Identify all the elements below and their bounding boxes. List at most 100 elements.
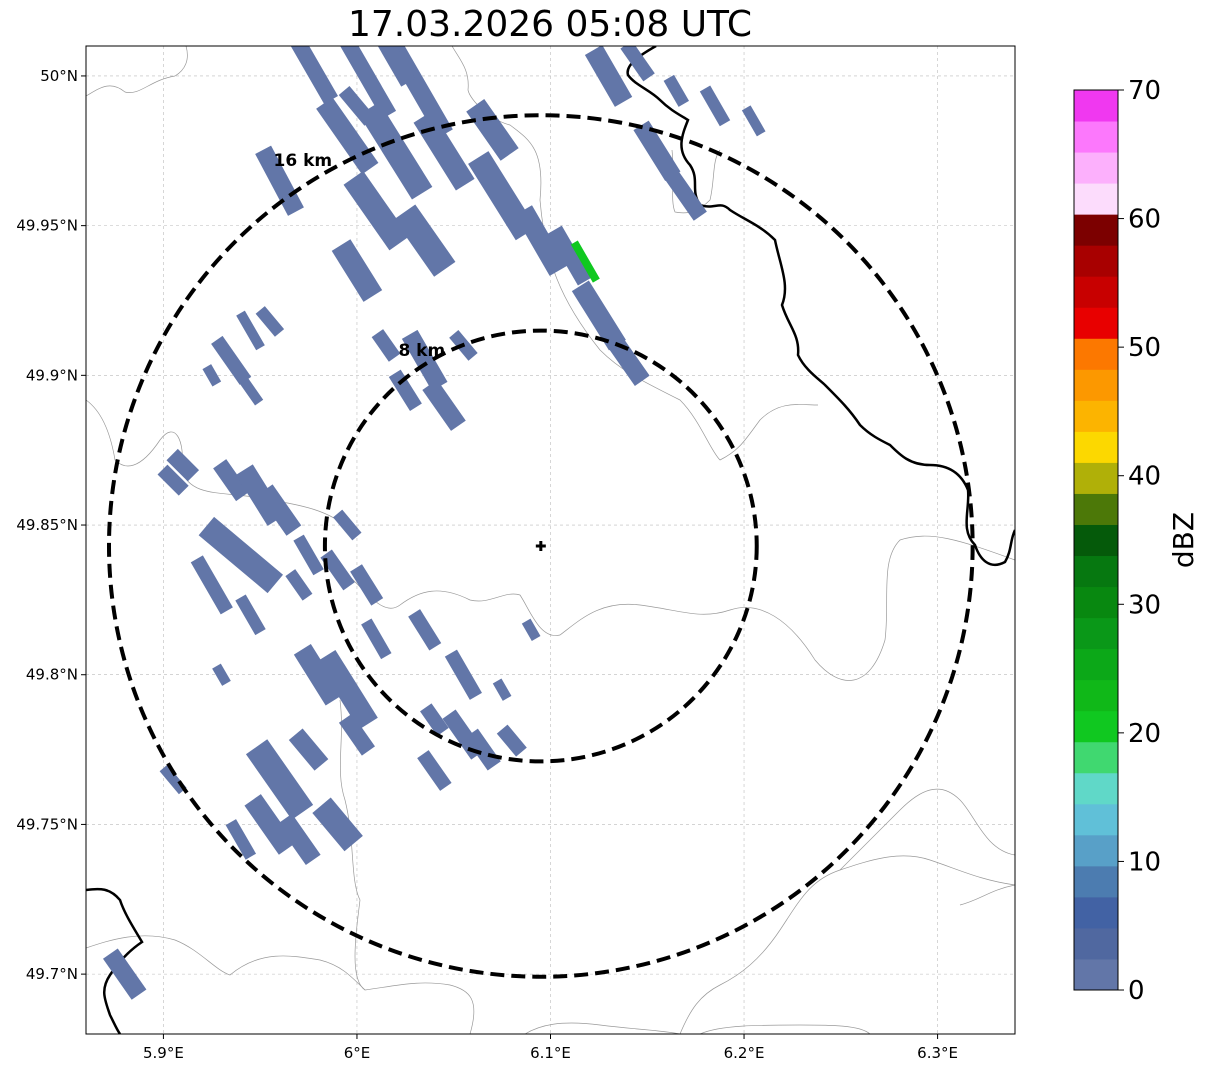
colorbar-segment xyxy=(1074,400,1118,432)
echo-cell xyxy=(376,46,416,87)
echo-cell xyxy=(444,649,482,700)
colorbar-segment xyxy=(1074,431,1118,463)
colorbar-tick-label: 30 xyxy=(1128,590,1161,620)
colorbar-segment xyxy=(1074,586,1118,619)
colorbar-segment xyxy=(1074,927,1118,960)
echo-cell xyxy=(102,948,147,1000)
echo-cell xyxy=(741,105,766,137)
echo-cell xyxy=(202,364,222,387)
echo-cell xyxy=(388,369,422,411)
echo-cell xyxy=(331,239,383,302)
colorbar: 0 10 20 30 40 50 60 70 dBZ xyxy=(1073,76,1200,1006)
echo-cell xyxy=(211,335,252,385)
strong-echo-cell xyxy=(570,240,600,283)
echo-cell xyxy=(333,509,362,541)
region-boundary xyxy=(86,935,366,991)
colorbar-segment xyxy=(1074,741,1118,774)
colorbar-segment xyxy=(1074,307,1118,339)
colorbar-tick-label: 70 xyxy=(1128,76,1161,106)
gridlines xyxy=(86,46,1015,1034)
echo-cell xyxy=(255,306,285,337)
lon-tick-label: 6.1°E xyxy=(530,1044,571,1062)
echo-cell xyxy=(466,98,519,161)
echo-cell xyxy=(464,728,501,771)
echo-cell xyxy=(547,225,592,286)
echo-cell xyxy=(279,46,339,104)
echo-cell xyxy=(237,375,264,406)
lon-tick-label: 6.3°E xyxy=(917,1044,958,1062)
echo-cell xyxy=(337,46,397,119)
echo-cell xyxy=(198,516,284,594)
colorbar-segment xyxy=(1074,865,1118,898)
echo-cell xyxy=(293,534,324,576)
region-boundary xyxy=(329,535,1015,681)
echo-cell xyxy=(255,145,304,216)
echo-cell xyxy=(213,459,250,502)
region-boundary xyxy=(679,855,1015,1034)
colorbar-segment xyxy=(1074,710,1118,743)
echo-cell xyxy=(584,46,633,107)
colorbar-segment xyxy=(1074,493,1118,525)
country-border xyxy=(626,46,1015,567)
lat-tick-label: 49.7°N xyxy=(26,965,78,983)
echo-cell xyxy=(699,85,731,127)
region-boundary xyxy=(451,46,819,461)
echo-cell xyxy=(277,813,321,866)
radar-echoes xyxy=(102,46,766,1000)
colorbar-segment xyxy=(1074,834,1118,867)
colorbar-segment xyxy=(1074,462,1118,494)
colorbar-segment xyxy=(1074,338,1118,370)
colorbar-segment xyxy=(1074,958,1118,991)
echo-cell xyxy=(514,205,567,276)
range-ring-label: 8 km xyxy=(398,341,445,361)
lon-tick-label: 5.9°E xyxy=(143,1044,184,1062)
colorbar-segment xyxy=(1074,772,1118,805)
colorbar-tick-label: 60 xyxy=(1128,205,1161,235)
echo-cell xyxy=(288,728,329,771)
echo-cell xyxy=(393,204,456,277)
colorbar-segment xyxy=(1074,555,1118,588)
echo-cell xyxy=(257,484,302,536)
echo-cell xyxy=(316,97,379,175)
range-ring xyxy=(322,328,759,764)
echo-cell xyxy=(312,797,363,852)
region-boundary xyxy=(839,788,1015,871)
lat-tick-label: 49.8°N xyxy=(26,666,78,684)
lat-tick-label: 49.85°N xyxy=(16,516,78,534)
echo-cell xyxy=(620,46,655,82)
colorbar-segment xyxy=(1074,524,1118,557)
echo-cell xyxy=(417,750,452,791)
colorbar-segment xyxy=(1074,679,1118,712)
range-rings: 8 km 16 km xyxy=(106,113,975,979)
echo-cell xyxy=(338,713,375,756)
colorbar-tick-label: 10 xyxy=(1128,847,1161,877)
echo-cell xyxy=(190,555,233,615)
region-boundary xyxy=(86,46,188,97)
echo-cell xyxy=(422,379,466,431)
lat-tick-label: 49.9°N xyxy=(26,366,78,384)
echo-cell xyxy=(316,649,378,730)
echo-cell xyxy=(320,549,355,591)
colorbar-frame xyxy=(1073,89,1119,991)
lat-tick-label: 49.75°N xyxy=(16,815,78,833)
echo-cell xyxy=(361,618,392,660)
lat-tick-label: 49.95°N xyxy=(16,217,78,235)
colorbar-tick-label: 0 xyxy=(1128,976,1145,1006)
colorbar-label: dBZ xyxy=(1167,512,1200,568)
echo-cell xyxy=(235,594,266,636)
colorbar-tick-label: 40 xyxy=(1128,462,1161,492)
echo-cell xyxy=(157,464,189,496)
map-title: 17.03.2026 05:08 UTC xyxy=(347,4,753,45)
echo-cell xyxy=(159,764,187,795)
latitude-axis: 50°N 49.95°N 49.9°N 49.85°N 49.8°N 49.75°N 49.… xyxy=(16,67,86,983)
lat-tick-label: 50°N xyxy=(40,67,78,85)
echo-cell xyxy=(350,564,384,606)
echo-cell xyxy=(225,819,257,860)
echo-cell xyxy=(236,310,265,351)
echo-cell xyxy=(212,663,231,686)
colorbar-segment xyxy=(1074,214,1118,246)
echo-cell xyxy=(521,618,541,641)
echo-cell xyxy=(571,280,626,351)
echo-cell xyxy=(371,329,401,362)
colorbar-segment xyxy=(1074,617,1118,650)
